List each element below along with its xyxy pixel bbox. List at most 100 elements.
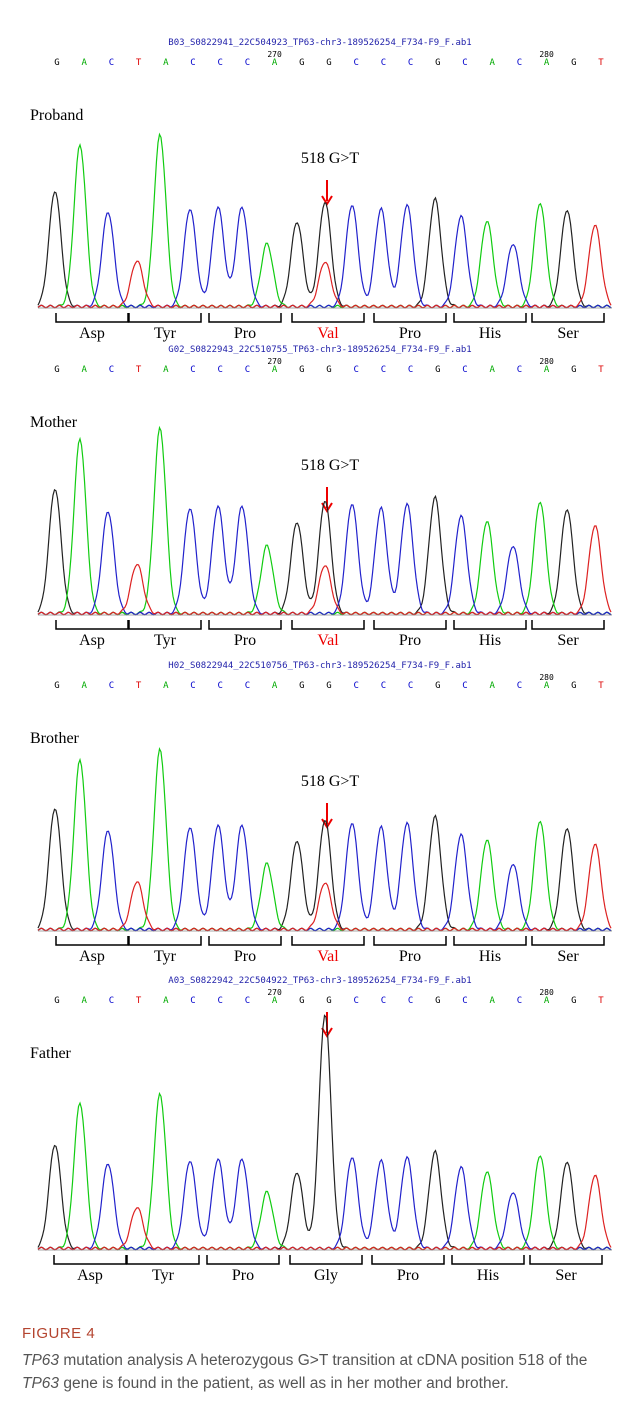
base: C (408, 365, 413, 375)
base: G (571, 996, 576, 1006)
base: C (408, 58, 413, 68)
codon: Pro (399, 948, 421, 965)
base: A (272, 681, 278, 691)
codon: Val (317, 632, 339, 649)
trace (38, 844, 611, 930)
base: G (54, 681, 59, 691)
base: A (489, 365, 495, 375)
base: G (299, 681, 304, 691)
bracket (129, 936, 201, 945)
base: C (190, 365, 195, 375)
codon: Pro (234, 948, 256, 965)
base: C (245, 996, 250, 1006)
codon: His (479, 632, 501, 649)
codon: Asp (79, 325, 105, 342)
base: C (462, 58, 467, 68)
base: A (81, 58, 87, 68)
base: C (408, 681, 413, 691)
bracket (54, 1255, 126, 1264)
base: A (489, 996, 495, 1006)
base: A (544, 365, 550, 375)
codon: His (479, 948, 501, 965)
trace (38, 504, 611, 615)
trace (38, 809, 611, 930)
codon: Asp (79, 632, 105, 649)
position: 270 (267, 357, 282, 366)
bracket (129, 313, 201, 322)
bracket (209, 936, 281, 945)
bracket (374, 620, 446, 629)
codon: Tyr (154, 632, 177, 649)
codon: Pro (397, 1267, 419, 1284)
codon: Pro (232, 1267, 254, 1284)
file-name: G02_S0822943_22C510755_TP63-chr3-1895262… (168, 345, 471, 355)
base: T (136, 996, 142, 1006)
position: 280 (539, 357, 554, 366)
base: C (245, 58, 250, 68)
base: C (381, 58, 386, 68)
base: C (109, 58, 114, 68)
base: G (435, 681, 440, 691)
base: A (163, 58, 169, 68)
base: G (435, 365, 440, 375)
sample-label: Mother (30, 414, 78, 431)
base: A (272, 996, 278, 1006)
codon: Asp (77, 1267, 103, 1284)
bracket (207, 1255, 279, 1264)
bracket (209, 620, 281, 629)
base: G (299, 365, 304, 375)
codon: Pro (399, 325, 421, 342)
bracket (292, 936, 364, 945)
base: G (326, 365, 331, 375)
base: A (489, 58, 495, 68)
bracket (374, 313, 446, 322)
base: C (245, 681, 250, 691)
bracket (290, 1255, 362, 1264)
base: C (462, 365, 467, 375)
bracket (454, 620, 526, 629)
base: C (353, 996, 358, 1006)
text: gene is found in the patient, as well as… (59, 1375, 509, 1392)
sample-label: Proband (30, 107, 83, 124)
trace (38, 1175, 611, 1249)
base: G (326, 58, 331, 68)
base: A (81, 996, 87, 1006)
base: A (489, 681, 495, 691)
bracket (452, 1255, 524, 1264)
file-name: B03_S0822941_22C504923_TP63-chr3-1895262… (168, 38, 471, 48)
base: T (136, 681, 142, 691)
trace (38, 1157, 611, 1250)
base: G (435, 996, 440, 1006)
gene: TP63 (22, 1375, 59, 1392)
codon: Tyr (154, 948, 177, 965)
codon: Asp (79, 948, 105, 965)
base: A (163, 365, 169, 375)
trace (38, 205, 611, 308)
position: 280 (539, 988, 554, 997)
codon: Ser (557, 325, 579, 342)
bracket (292, 313, 364, 322)
base: A (163, 996, 169, 1006)
base: G (54, 365, 59, 375)
bracket (372, 1255, 444, 1264)
codon: Val (317, 948, 339, 965)
base: C (217, 58, 222, 68)
codon: Ser (555, 1267, 577, 1284)
base: C (381, 365, 386, 375)
base: G (435, 58, 440, 68)
bracket (127, 1255, 199, 1264)
trace (38, 192, 611, 308)
base: C (217, 365, 222, 375)
base: C (381, 996, 386, 1006)
base: T (136, 58, 142, 68)
codon: Pro (234, 325, 256, 342)
base: C (462, 996, 467, 1006)
bracket (532, 936, 604, 945)
file-name: H02_S0822944_22C510756_TP63-chr3-1895262… (168, 661, 471, 671)
base: G (299, 58, 304, 68)
trace (38, 526, 611, 615)
trace (38, 428, 611, 615)
base: G (571, 681, 576, 691)
trace (38, 225, 611, 307)
base: A (81, 681, 87, 691)
